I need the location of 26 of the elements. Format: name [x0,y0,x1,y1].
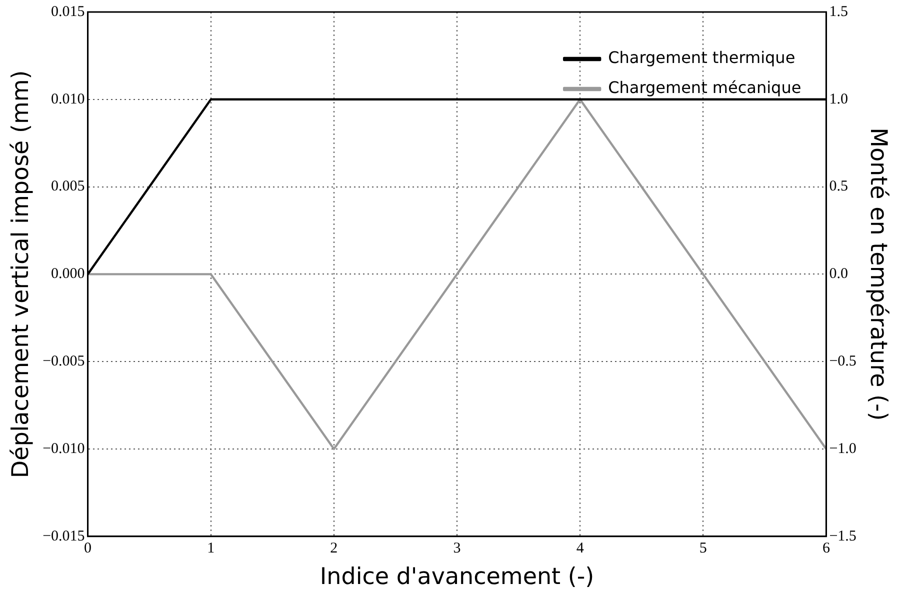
x-tick-label: 5 [699,540,707,556]
y-tick-label: 0.000 [51,266,85,282]
y2-tick-label: −1.0 [829,440,856,457]
legend-label: Chargement mécanique [608,78,802,98]
y-tick-label: −0.015 [42,528,85,544]
y2-tick-label: −1.5 [829,528,856,544]
x-tick-label: 1 [207,540,215,556]
y2-tick-label: 1.5 [829,4,848,20]
y-tick-label: 0.015 [51,4,85,20]
y-tick-label: −0.005 [42,354,85,370]
y2-tick-label: 1.0 [829,91,848,108]
legend-label: Chargement thermique [608,48,796,68]
y-tick-label: −0.010 [42,440,85,457]
x-tick-label: 6 [822,540,830,556]
x-tick-label: 2 [330,540,338,556]
x-tick-label: 0 [84,540,92,556]
y2-axis-title: Monté en température (-) [865,128,892,421]
y2-tick-label: 0.0 [829,266,848,282]
y-tick-label: 0.010 [51,91,85,108]
x-tick-label: 4 [576,540,584,556]
y-axis-title: Déplacement vertical imposé (mm) [8,70,34,478]
y2-tick-label: 0.5 [829,178,848,195]
y2-tick-label: −0.5 [829,354,856,370]
y-tick-label: 0.005 [51,178,85,195]
x-tick-label: 3 [453,540,461,556]
x-axis-title: Indice d'avancement (-) [320,564,594,590]
